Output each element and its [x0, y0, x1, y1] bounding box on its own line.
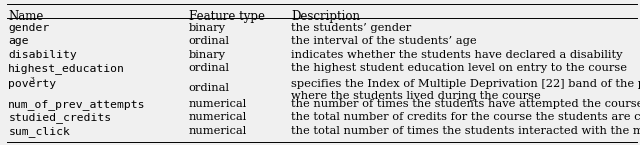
Text: highest_education: highest_education — [8, 63, 125, 74]
Text: the students’ gender: the students’ gender — [291, 23, 412, 33]
Text: Name: Name — [8, 10, 44, 23]
Text: numerical: numerical — [189, 99, 247, 109]
Text: ordinal: ordinal — [189, 83, 230, 93]
Text: the number of times the students have attempted the course: the number of times the students have at… — [291, 99, 640, 109]
Text: poverty: poverty — [8, 79, 56, 89]
Text: indicates whether the students have declared a disability: indicates whether the students have decl… — [291, 50, 623, 60]
Text: binary: binary — [189, 23, 226, 33]
Text: binary: binary — [189, 50, 226, 60]
Text: the highest student education level on entry to the course: the highest student education level on e… — [291, 63, 627, 73]
Text: Description: Description — [291, 10, 360, 23]
Text: sum_click: sum_click — [8, 126, 70, 137]
Text: the total number of times the students interacted with the material of the: the total number of times the students i… — [291, 126, 640, 136]
Text: gender: gender — [8, 23, 49, 33]
Text: specifies the Index of Multiple Deprivation [22] band of the place
where the stu: specifies the Index of Multiple Deprivat… — [291, 79, 640, 101]
Text: 3: 3 — [29, 77, 35, 85]
Text: age: age — [8, 36, 29, 46]
Text: ordinal: ordinal — [189, 63, 230, 73]
Text: the total number of credits for the course the students are currently study: the total number of credits for the cour… — [291, 112, 640, 122]
Text: Feature type: Feature type — [189, 10, 265, 23]
Text: numerical: numerical — [189, 126, 247, 136]
Text: ordinal: ordinal — [189, 36, 230, 46]
Text: numerical: numerical — [189, 112, 247, 122]
Text: studied_credits: studied_credits — [8, 112, 111, 123]
Text: disability: disability — [8, 50, 77, 60]
Text: the interval of the students’ age: the interval of the students’ age — [291, 36, 477, 46]
Text: num_of_prev_attempts: num_of_prev_attempts — [8, 99, 146, 110]
